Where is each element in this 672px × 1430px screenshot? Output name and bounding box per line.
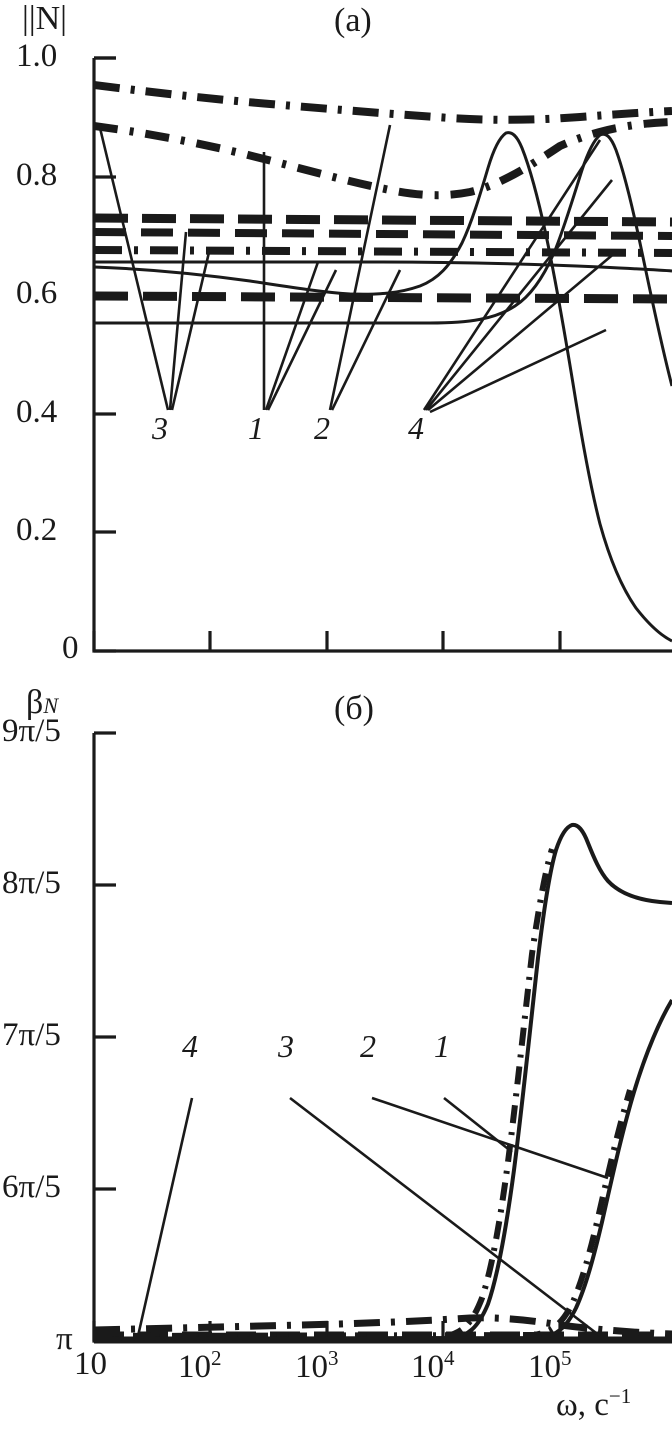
panel-a-curve-label-2: 2 bbox=[314, 410, 330, 446]
panel-b-curve-label-3: 3 bbox=[278, 1028, 294, 1064]
curve-1-main bbox=[94, 131, 672, 643]
xtick-label-10000: 104 bbox=[411, 1346, 455, 1385]
curve-b-2-dashdot bbox=[94, 1089, 633, 1339]
beta-subscript: N bbox=[43, 693, 58, 718]
xtick-label-100000: 105 bbox=[528, 1346, 572, 1385]
curve-3-lower bbox=[94, 118, 672, 200]
panel-a-axes bbox=[92, 56, 672, 653]
panel-b-leaders bbox=[136, 1096, 609, 1338]
panel-b-ytick-9pi5: 9π/5 bbox=[2, 713, 61, 749]
curve-4-dashed-upper-b bbox=[94, 228, 672, 240]
panel-a-curve-label-3: 3 bbox=[152, 410, 168, 446]
leaders-label-1 bbox=[262, 152, 338, 411]
panel-a-curve-label-1: 1 bbox=[248, 410, 264, 446]
panel-b-axes bbox=[92, 733, 672, 1343]
panel-b-ytick-pi: π bbox=[56, 1321, 73, 1357]
panel-b-tag: (б) bbox=[334, 690, 374, 727]
panel-b-curve-label-4: 4 bbox=[182, 1028, 198, 1064]
leaders-label-2 bbox=[328, 124, 402, 411]
xtick-label-100: 102 bbox=[178, 1346, 222, 1385]
panel-b-ytick-7pi5: 7π/5 bbox=[2, 1017, 61, 1053]
curve-1-flat bbox=[94, 260, 672, 273]
panel-b-y-ticks bbox=[94, 731, 116, 1343]
panel-a-ytick-1_0: 1.0 bbox=[16, 38, 58, 74]
panel-a-ytick-0_8: 0.8 bbox=[16, 157, 58, 193]
panel-b-ytick-6pi5: 6π/5 bbox=[2, 1169, 61, 1205]
panel-a-ytick-0_2: 0.2 bbox=[16, 512, 58, 548]
panel-a-x-ticks bbox=[92, 631, 562, 651]
x-axis-label: ω, с−1 bbox=[556, 1384, 632, 1423]
curve-b-1-main bbox=[94, 822, 672, 1341]
panel-a-tag: (a) bbox=[334, 2, 372, 39]
leaders-label-4 bbox=[422, 139, 617, 414]
leaders-label-3 bbox=[98, 127, 212, 411]
panel-a-plot bbox=[92, 56, 672, 653]
panel-a-ytick-0: 0 bbox=[62, 630, 79, 666]
xtick-label-10: 10 bbox=[74, 1346, 107, 1382]
beta-symbol: β bbox=[26, 684, 44, 721]
curve-b-2-main bbox=[94, 998, 672, 1341]
panel-a-y-axis-label: ||N| bbox=[22, 0, 67, 37]
panel-b-y-axis-label: βN bbox=[26, 686, 58, 720]
panel-a-curve-label-4: 4 bbox=[408, 410, 424, 446]
panel-a-ytick-0_4: 0.4 bbox=[16, 394, 58, 430]
panel-b-curve-label-2: 2 bbox=[360, 1028, 376, 1064]
panel-b-ytick-8pi5: 8π/5 bbox=[2, 865, 61, 901]
panel-b-plot bbox=[92, 731, 672, 1344]
curve-4-dashed-upper-a bbox=[94, 213, 672, 227]
curve-b-1-dashdot bbox=[94, 848, 555, 1340]
panel-b-curve-label-1: 1 bbox=[434, 1028, 450, 1064]
curve-2-main bbox=[94, 132, 672, 387]
xtick-label-1000: 103 bbox=[295, 1346, 339, 1385]
curve-4-dashdot-mid bbox=[94, 246, 672, 257]
curve-3-upper bbox=[94, 81, 672, 124]
curve-b-3-dashdot bbox=[94, 1314, 672, 1338]
panel-a-ytick-0_6: 0.6 bbox=[16, 275, 58, 311]
